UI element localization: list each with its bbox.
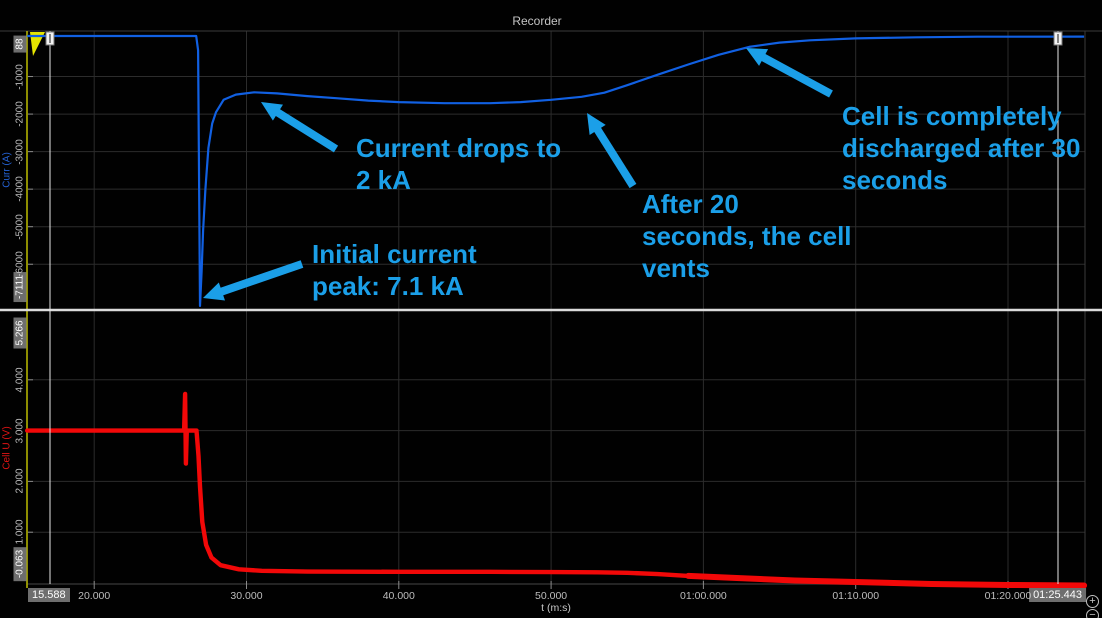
annotation-line: Current drops to: [356, 133, 562, 163]
annotation-current-drops: Current drops to 2 kA: [356, 132, 561, 196]
annotation-line: 2 kA: [356, 165, 411, 195]
page-title: Recorder: [512, 14, 562, 28]
voltage-trace: [25, 391, 1087, 588]
top-y-tick-label: -2000: [14, 101, 26, 127]
annotation-arrowhead-cell-vents: [587, 113, 606, 135]
bottom-axis-min-readout: -0.063: [13, 546, 27, 582]
annotation-line: peak: 7.1 kA: [312, 271, 464, 301]
zoom-out-button[interactable]: −: [1086, 609, 1099, 618]
annotation-arrowhead-current-drops: [261, 102, 283, 121]
annotation-line: discharged after 30: [842, 133, 1081, 163]
x-tick-label: 01:10.000: [832, 590, 880, 602]
marker-flag-icon[interactable]: [30, 32, 45, 56]
top-y-tick-label: -4000: [14, 176, 26, 202]
voltage-trace-noisy-tail: [685, 572, 1088, 589]
annotation-discharged: Cell is completely discharged after 30 sec…: [842, 100, 1080, 196]
x-tick-label: 01:00.000: [680, 590, 727, 602]
zoom-in-button[interactable]: +: [1086, 595, 1099, 608]
x-tick-label: 20.000: [78, 590, 111, 602]
annotation-cell-vents: After 20 seconds, the cell vents: [642, 188, 852, 284]
annotation-arrowhead-discharged: [746, 48, 769, 66]
x-axis-end-readout[interactable]: 01:25.443: [1029, 588, 1086, 602]
annotation-arrow-cell-vents: [592, 124, 637, 189]
annotation-arrow-discharged: [758, 52, 833, 98]
top-y-tick-label: -1000: [14, 63, 26, 90]
annotation-line: seconds, the cell: [642, 221, 852, 251]
annotation-line: seconds: [842, 165, 948, 195]
bottom-axis-name-label: Cell U (V): [1, 426, 13, 470]
top-y-tick-label: -5000: [14, 213, 26, 240]
x-tick-label: 30.000: [230, 590, 263, 602]
annotation-arrow-initial-peak: [216, 260, 304, 297]
bottom-y-tick-label: 1.000: [14, 519, 26, 545]
x-tick-label: 40.000: [382, 590, 415, 602]
annotation-line: vents: [642, 253, 710, 283]
bottom-y-tick-label: 4.000: [14, 367, 26, 393]
x-axis-title: t (m:s): [541, 602, 571, 614]
top-y-tick-label: -6000: [14, 251, 26, 278]
top-y-tick-label: -3000: [14, 138, 26, 165]
annotation-line: Cell is completely: [842, 101, 1062, 131]
annotation-initial-peak: Initial current peak: 7.1 kA: [312, 238, 477, 302]
annotation-line: After 20: [642, 189, 739, 219]
top-axis-name-label: Curr (A): [1, 152, 13, 188]
annotation-arrow-current-drops: [272, 107, 339, 153]
current-trace: [27, 34, 1085, 307]
bottom-y-tick-label: 2.000: [14, 468, 26, 494]
x-tick-label: 01:20.000: [984, 590, 1032, 602]
bottom-y-tick-label: 3.000: [14, 418, 26, 444]
x-axis-start-readout[interactable]: 15.588: [28, 588, 70, 602]
x-tick-label: 50.000: [535, 590, 568, 602]
bottom-axis-max-readout: 5.266: [13, 317, 27, 349]
annotation-arrowhead-initial-peak: [203, 282, 226, 301]
annotation-line: Initial current: [312, 239, 477, 269]
top-axis-max-readout: 88: [13, 35, 27, 53]
